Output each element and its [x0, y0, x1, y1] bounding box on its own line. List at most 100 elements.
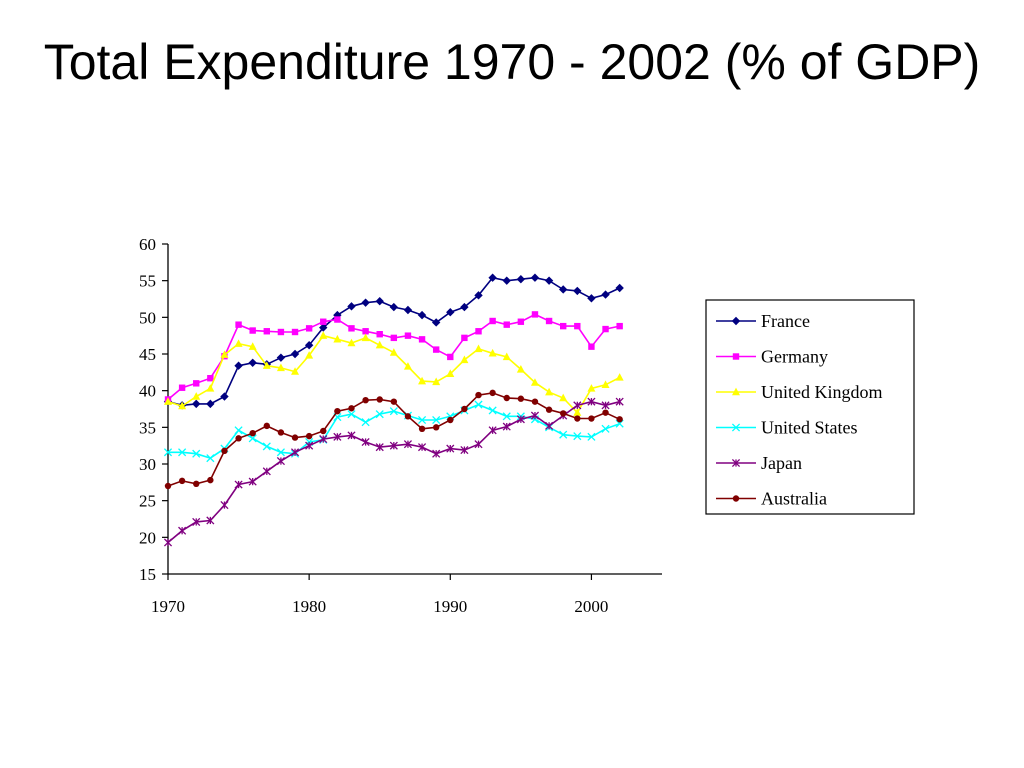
- x-tick-label: 2000: [574, 597, 608, 616]
- data-point-japan: [403, 440, 413, 449]
- data-point-united-kingdom: [389, 348, 398, 356]
- data-point-united-kingdom: [587, 384, 596, 392]
- legend-marker-united-states: [731, 423, 741, 432]
- data-point-united-states: [502, 412, 511, 421]
- data-point-japan: [290, 448, 300, 457]
- data-point-japan: [192, 517, 201, 526]
- y-tick-label: 35: [139, 418, 156, 437]
- data-point-japan: [333, 432, 342, 441]
- legend-label-japan: Japan: [761, 453, 802, 473]
- data-point-japan: [319, 435, 328, 444]
- data-point-germany: [418, 336, 426, 343]
- x-tick-label: 1970: [151, 597, 185, 616]
- data-point-france: [474, 291, 483, 300]
- data-point-united-states: [192, 449, 201, 458]
- data-point-france: [460, 302, 469, 312]
- slide-title: Total Expenditure 1970 - 2002 (% of GDP): [43, 34, 981, 90]
- data-point-japan: [220, 501, 229, 510]
- data-point-japan: [488, 426, 497, 435]
- legend-label-australia: Australia: [761, 489, 827, 509]
- data-point-japan: [615, 397, 624, 406]
- data-point-france: [304, 341, 314, 350]
- data-point-france: [573, 286, 582, 296]
- legend-marker-germany: [732, 353, 740, 360]
- data-point-japan: [305, 441, 314, 450]
- legend-label-united-kingdom: United Kingdom: [761, 382, 883, 402]
- data-point-australia: [531, 398, 539, 405]
- legend: France Germany United Kingdom United States…: [705, 299, 915, 515]
- data-point-australia: [503, 394, 510, 402]
- data-point-united-kingdom: [502, 352, 511, 361]
- x-tick-label: 1990: [433, 597, 467, 616]
- data-point-france: [488, 273, 497, 282]
- data-point-united-kingdom: [615, 373, 624, 381]
- data-point-japan: [276, 457, 285, 466]
- data-point-france: [192, 399, 201, 409]
- data-point-united-states: [488, 406, 497, 415]
- data-point-australia: [602, 409, 609, 416]
- data-point-germany: [432, 346, 440, 353]
- legend-marker-japan: [731, 458, 741, 468]
- legend-marker-france: [731, 316, 741, 326]
- data-point-france: [530, 273, 540, 282]
- data-point-united-states: [361, 418, 370, 427]
- data-point-japan: [262, 467, 271, 476]
- data-point-australia: [517, 395, 525, 402]
- data-point-australia: [235, 435, 242, 442]
- data-point-germany: [193, 380, 200, 387]
- data-point-germany: [362, 328, 369, 335]
- data-point-france: [220, 392, 229, 401]
- data-point-united-states: [276, 448, 285, 457]
- data-point-germany: [616, 322, 623, 330]
- data-point-germany: [545, 317, 553, 325]
- data-point-germany: [207, 375, 214, 382]
- data-point-australia: [404, 413, 412, 420]
- data-point-france: [248, 358, 257, 367]
- data-point-united-states: [417, 415, 427, 425]
- data-point-united-kingdom: [403, 362, 412, 370]
- x-tick-label: 1980: [292, 597, 326, 616]
- data-point-australia: [320, 427, 327, 435]
- data-point-united-states: [389, 407, 398, 416]
- data-point-australia: [305, 432, 313, 440]
- data-point-united-kingdom: [206, 384, 215, 392]
- data-point-japan: [530, 411, 540, 420]
- data-point-australia: [221, 447, 228, 454]
- data-point-australia: [207, 476, 214, 484]
- data-point-germany: [489, 317, 496, 325]
- data-point-germany: [305, 325, 313, 332]
- data-point-japan: [502, 422, 511, 431]
- data-point-united-states: [432, 415, 441, 425]
- data-point-france: [403, 305, 413, 315]
- data-point-united-states: [178, 448, 187, 457]
- data-point-germany: [475, 328, 482, 335]
- data-point-japan: [389, 441, 398, 450]
- data-point-united-kingdom: [559, 393, 568, 402]
- data-point-japan: [361, 437, 370, 447]
- data-point-united-kingdom: [432, 377, 441, 386]
- data-point-japan: [573, 401, 582, 410]
- data-point-united-kingdom: [305, 351, 314, 359]
- data-point-united-states: [234, 426, 243, 435]
- data-point-australia: [560, 410, 567, 417]
- data-point-united-kingdom: [276, 363, 285, 372]
- data-point-united-states: [347, 410, 356, 419]
- data-point-france: [361, 298, 370, 307]
- legend-label-france: France: [761, 311, 810, 331]
- data-point-united-states: [248, 434, 257, 443]
- data-point-united-states: [375, 410, 384, 419]
- data-point-united-kingdom: [248, 342, 257, 350]
- data-point-united-states: [587, 432, 596, 441]
- data-point-france: [347, 302, 356, 311]
- y-tick-label: 30: [139, 455, 156, 474]
- data-point-united-states: [262, 442, 271, 451]
- data-point-australia: [574, 415, 581, 422]
- legend-marker-australia: [732, 495, 740, 502]
- data-point-france: [417, 310, 427, 320]
- data-point-australia: [334, 408, 341, 415]
- data-point-japan: [248, 477, 257, 486]
- data-point-united-kingdom: [262, 361, 271, 369]
- data-point-australia: [376, 396, 383, 403]
- data-point-united-kingdom: [164, 397, 172, 405]
